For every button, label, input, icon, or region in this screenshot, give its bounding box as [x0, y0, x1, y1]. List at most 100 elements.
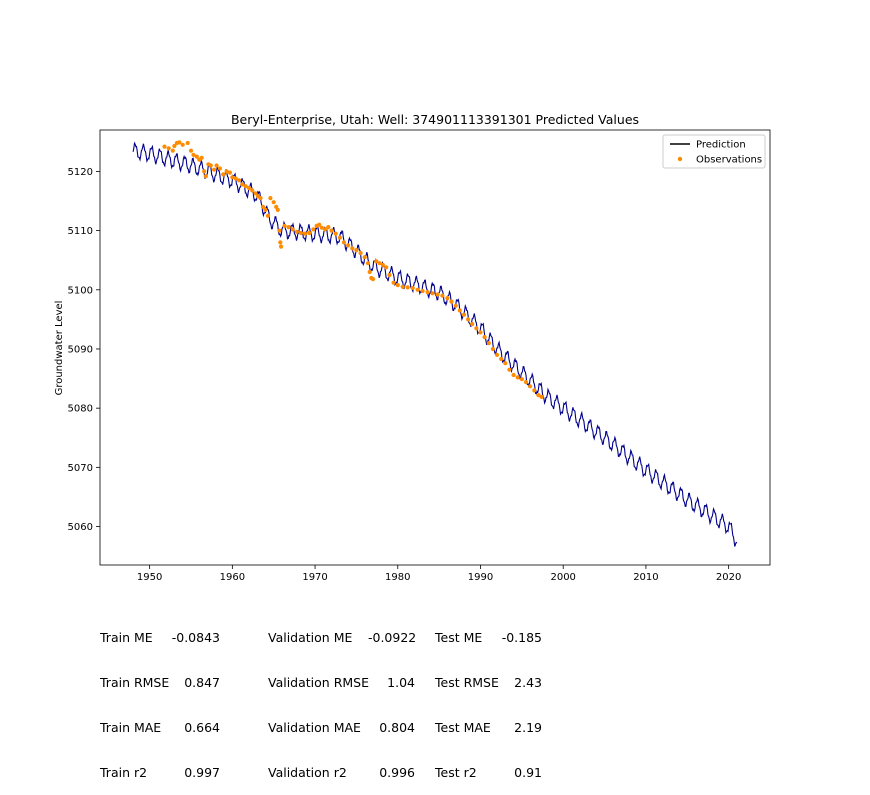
observation-point [243, 184, 248, 189]
y-axis-label: Groundwater Level [54, 301, 65, 396]
observation-point [217, 166, 222, 171]
stat-value: 2.43 [514, 675, 542, 690]
y-tick-label: 5100 [68, 285, 93, 296]
observation-point [326, 225, 331, 230]
observation-point [236, 178, 242, 183]
stat-value: 0.804 [379, 720, 415, 735]
legend-observations-marker [677, 156, 683, 162]
observation-point [278, 240, 283, 245]
x-tick-label: 2020 [716, 572, 741, 583]
stat-label: Train MAE [100, 720, 162, 735]
validation-stats: Validation ME -0.0922 Validation RMSE 1.04… [268, 600, 417, 795]
stat-label: Validation MAE [268, 720, 361, 735]
observation-point [400, 284, 405, 289]
observation-point [370, 277, 376, 282]
stat-row: Train RMSE 0.847 [100, 675, 220, 690]
stat-row: Test r2 0.91 [435, 765, 542, 780]
axes-frame [99, 129, 771, 566]
legend-observations-label: Observations [696, 155, 762, 166]
observation-point [337, 235, 342, 240]
prediction-line [132, 141, 738, 547]
observation-point [503, 361, 508, 366]
x-tick-label: 2010 [633, 572, 658, 583]
observation-point [170, 148, 175, 153]
observation-point [319, 225, 324, 230]
observation-point [499, 356, 504, 362]
stat-row: Validation ME -0.0922 [268, 630, 417, 645]
observation-point [233, 176, 238, 181]
observation-point [188, 148, 194, 153]
observation-point [191, 152, 196, 157]
observation-point [166, 146, 171, 151]
observation-point [523, 380, 529, 385]
x-tick-label: 1960 [220, 572, 245, 583]
observation-point [246, 185, 251, 191]
stat-value: -0.0922 [368, 630, 417, 645]
observation-point [322, 227, 328, 232]
observation-point [230, 175, 235, 180]
observation-point [346, 243, 351, 248]
observation-point [362, 255, 367, 260]
stat-value: 0.996 [379, 765, 415, 780]
observation-point [539, 394, 544, 399]
legend-prediction-label: Prediction [696, 140, 746, 151]
observation-point [482, 335, 487, 340]
stat-row: Validation r2 0.996 [268, 765, 415, 780]
observation-point [461, 312, 467, 317]
observation-point [494, 352, 500, 357]
stat-label: Train ME [100, 630, 153, 645]
observation-point [224, 169, 229, 174]
stat-row: Test ME -0.185 [435, 630, 542, 645]
observation-point [333, 231, 338, 236]
observation-point [162, 144, 167, 149]
stat-row: Train MAE 0.664 [100, 720, 220, 735]
observation-point [194, 154, 199, 159]
stat-row: Test RMSE 2.43 [435, 675, 542, 690]
observation-point [507, 367, 512, 372]
observation-point [445, 296, 450, 301]
observation-point [214, 163, 219, 168]
stat-label: Validation r2 [268, 765, 347, 780]
observation-point [202, 169, 207, 174]
stat-value: 2.19 [514, 720, 542, 735]
chart-title: Beryl-Enterprise, Utah: Well: 3749011133… [231, 112, 639, 127]
observation-point [277, 228, 282, 233]
observation-point [486, 341, 491, 346]
stat-label: Validation ME [268, 630, 353, 645]
observation-point [271, 200, 276, 205]
x-tick-label: 1980 [385, 572, 410, 583]
observation-point [199, 155, 204, 160]
stat-row: Train ME -0.0843 [100, 630, 220, 645]
stat-value: 0.997 [184, 765, 220, 780]
observation-point [260, 204, 266, 209]
y-tick-label: 5120 [68, 167, 93, 178]
observation-point [490, 346, 495, 352]
stat-row: Validation MAE 0.804 [268, 720, 415, 735]
y-tick-label: 5080 [68, 404, 93, 415]
observation-point [515, 375, 520, 380]
observation-point [474, 326, 479, 331]
observation-point [425, 290, 430, 295]
observation-point [286, 225, 291, 230]
stat-value: 0.91 [514, 765, 542, 780]
observation-point [258, 196, 263, 201]
stat-value: 0.664 [184, 720, 220, 735]
observation-point [329, 228, 334, 233]
observation-point [478, 330, 483, 335]
observation-point [511, 372, 516, 378]
observation-point [466, 317, 471, 322]
stat-label: Test ME [435, 630, 483, 645]
test-stats: Test ME -0.185 Test RMSE 2.43 Test MAE 2.19… [435, 600, 542, 795]
observation-point [453, 303, 458, 308]
y-tick-label: 5090 [68, 344, 93, 355]
stat-label: Train r2 [100, 765, 148, 780]
observation-point [341, 240, 347, 245]
observation-point [350, 246, 355, 251]
observation-point [528, 384, 533, 389]
observation-point [384, 265, 389, 270]
observation-point [290, 227, 295, 232]
observation-point [354, 248, 359, 253]
observation-point [265, 213, 270, 218]
axes: 1950 1960 1970 1980 1990 2000 2010 2020 5060 5070… [68, 129, 771, 583]
observation-point [307, 230, 312, 236]
